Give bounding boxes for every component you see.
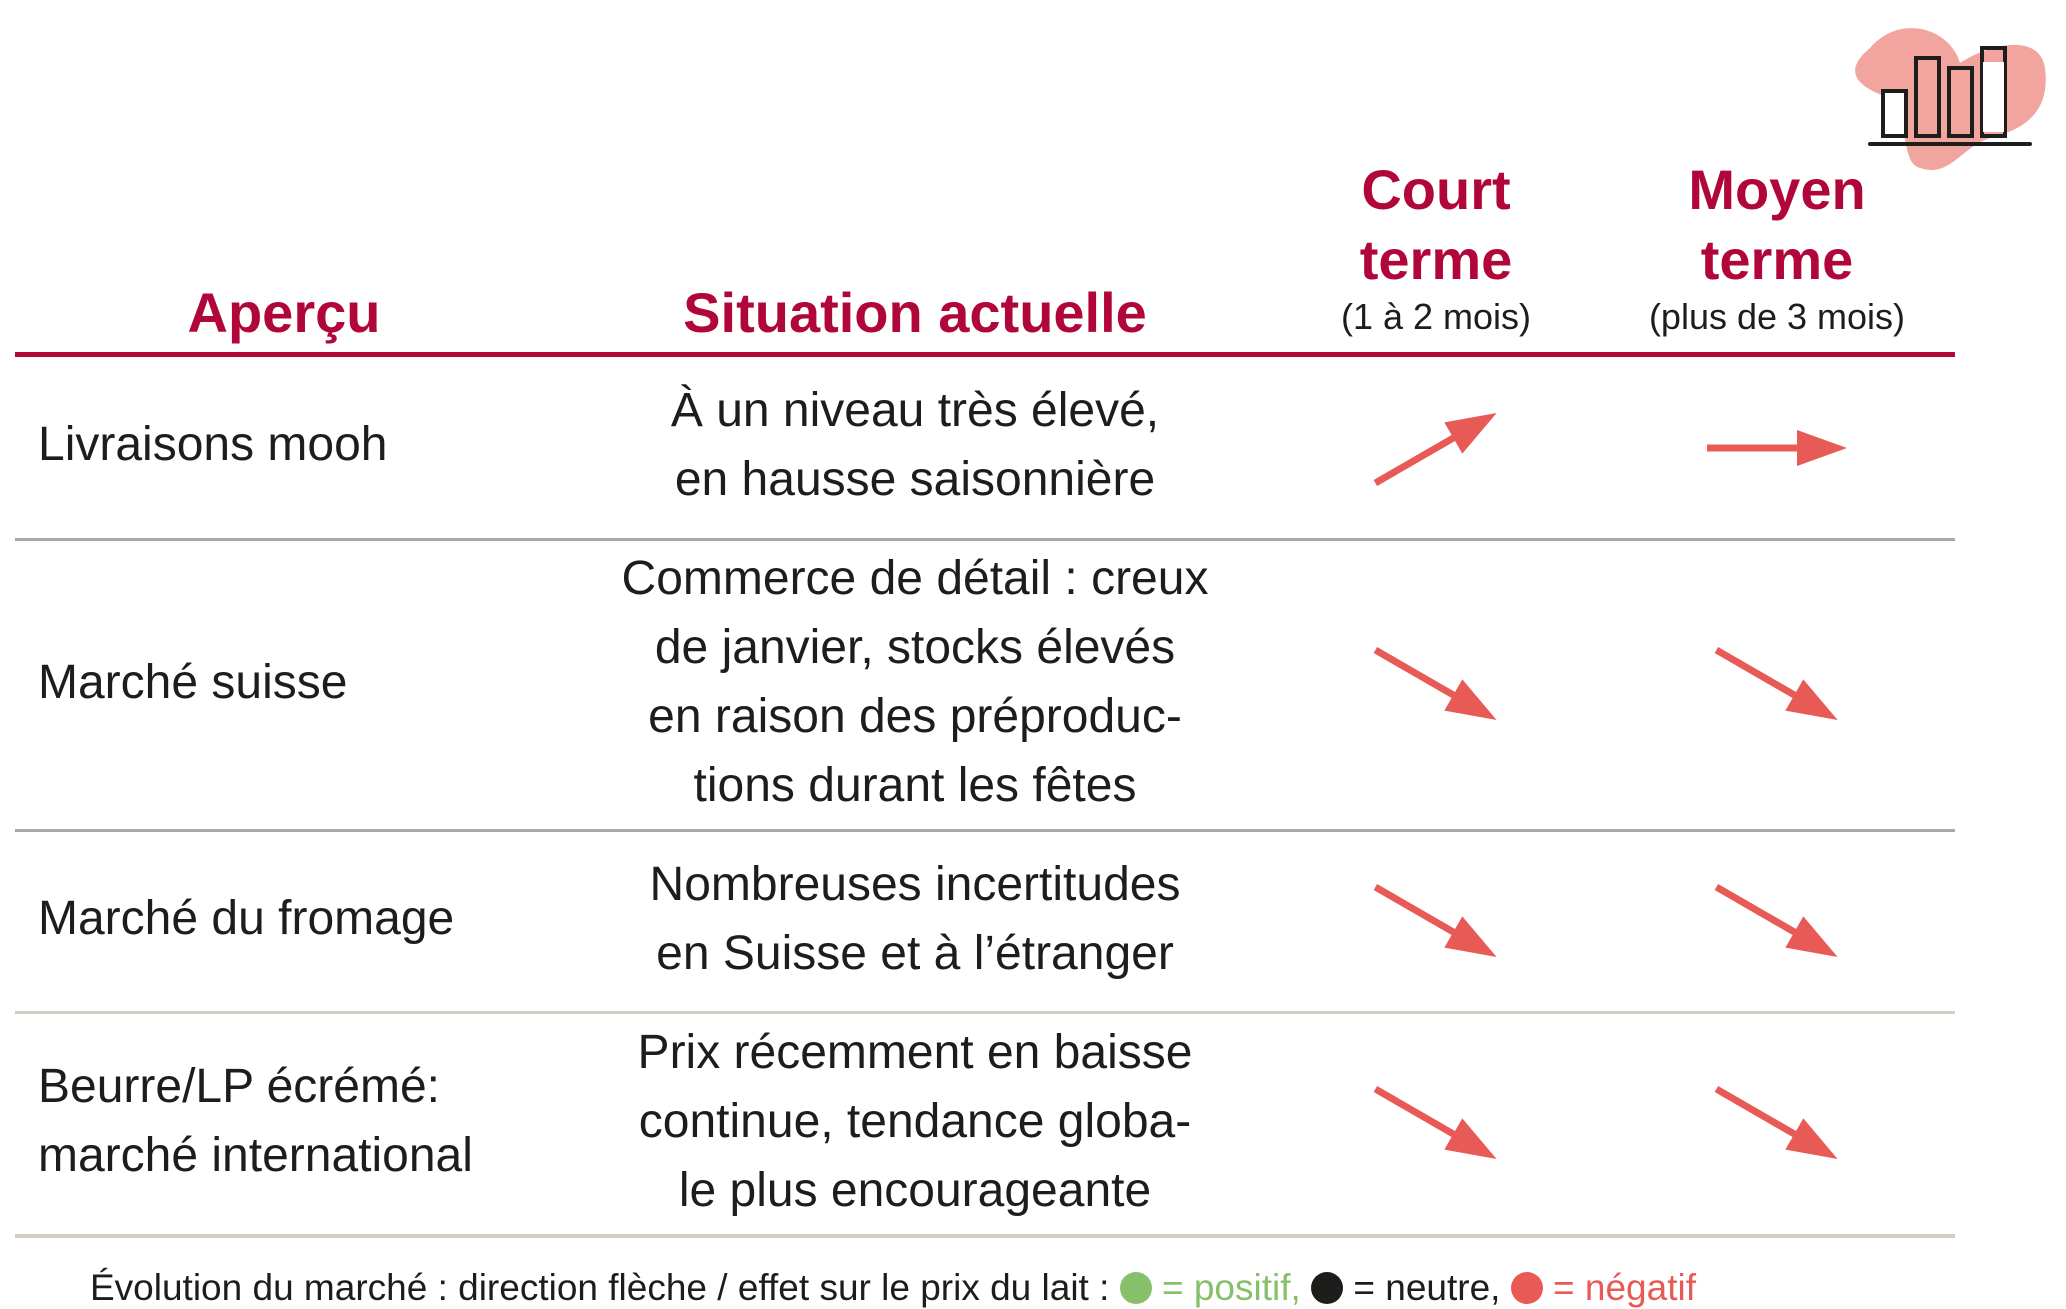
row-situation-line: en raison des préproduc- xyxy=(648,690,1182,743)
row-label-line: Marché suisse xyxy=(38,655,348,709)
legend-negative: = négatif xyxy=(1553,1267,1696,1308)
legend: Évolution du marché : direction flèche /… xyxy=(90,1267,1696,1309)
header-moyen-line1: Moyen xyxy=(1688,158,1866,221)
row-label-line: Livraisons mooh xyxy=(38,418,388,471)
row-label: Beurre/LP écrémé: marché international xyxy=(38,1052,473,1190)
right-arrow-icon xyxy=(1707,429,1847,466)
header-situation: Situation actuelle xyxy=(683,281,1147,344)
down-right-arrow-icon xyxy=(1714,1085,1838,1159)
row-situation-line: Prix récemment en baisse xyxy=(637,1025,1193,1079)
header-court-terme: Court terme (1 à 2 mois) xyxy=(1236,155,1636,339)
row-divider xyxy=(15,538,1955,541)
row-situation-line: Commerce de détail : creux xyxy=(621,552,1209,605)
row-situation-line: en Suisse et à l’étranger xyxy=(656,926,1174,980)
header-moyen-terme: Moyen terme (plus de 3 mois) xyxy=(1577,155,1977,339)
row-label: Marché suisse xyxy=(38,648,347,717)
row-divider xyxy=(15,1011,1955,1014)
down-right-arrow-icon xyxy=(1714,883,1838,957)
negative-dot-icon xyxy=(1510,1272,1543,1304)
row-situation-line: tions durant les fêtes xyxy=(693,759,1137,812)
legend-neutral: = neutre, xyxy=(1353,1267,1501,1308)
down-right-arrow-icon xyxy=(1714,646,1838,720)
row-situation: Commerce de détail : creux de janvier, st… xyxy=(515,544,1315,820)
header-court-line2: terme xyxy=(1359,228,1513,291)
header-moyen-line2: terme xyxy=(1700,228,1854,291)
row-situation-line: de janvier, stocks élevés xyxy=(654,621,1176,674)
down-right-arrow-icon xyxy=(1373,883,1497,957)
row-situation: Prix récemment en baisse continue, tendan… xyxy=(515,1018,1315,1225)
down-right-arrow-icon xyxy=(1373,646,1497,720)
header-moyen-subtitle: (plus de 3 mois) xyxy=(1648,296,1906,337)
row-situation-line: le plus encourageante xyxy=(678,1163,1152,1217)
row-situation-line: À un niveau très élevé, xyxy=(670,383,1160,437)
bar-chart-icon xyxy=(1855,28,2046,171)
row-label: Marché du fromage xyxy=(38,884,454,953)
row-situation-line: Nombreuses incertitudes xyxy=(649,857,1181,911)
header-aperçu: Aperçu xyxy=(187,281,381,344)
row-situation: Nombreuses incertitudes en Suisse et à l’… xyxy=(515,850,1315,988)
row-label-line: Marché du fromage xyxy=(38,892,455,945)
row-divider xyxy=(15,829,1955,832)
neutral-dot-icon xyxy=(1311,1272,1344,1304)
row-situation: À un niveau très élevé, en hausse saisonn… xyxy=(515,376,1315,514)
header-court-subtitle: (1 à 2 mois) xyxy=(1340,296,1532,337)
row-label-line: Beurre/LP écrémé: xyxy=(38,1060,440,1113)
header-court-line1: Court xyxy=(1361,158,1511,221)
row-label-line: marché international xyxy=(38,1129,473,1182)
down-right-arrow-icon xyxy=(1373,1085,1497,1159)
positive-dot-icon xyxy=(1119,1272,1152,1304)
row-situation-line: continue, tendance globa- xyxy=(638,1094,1192,1148)
header-divider xyxy=(15,352,1955,357)
legend-prefix: Évolution du marché : direction flèche /… xyxy=(90,1267,1110,1308)
up-right-arrow-icon xyxy=(1373,412,1497,486)
row-situation-line: en hausse saisonnière xyxy=(674,452,1156,506)
row-divider xyxy=(15,1234,1955,1238)
row-label: Livraisons mooh xyxy=(38,410,388,479)
legend-positive: = positif, xyxy=(1161,1267,1301,1308)
